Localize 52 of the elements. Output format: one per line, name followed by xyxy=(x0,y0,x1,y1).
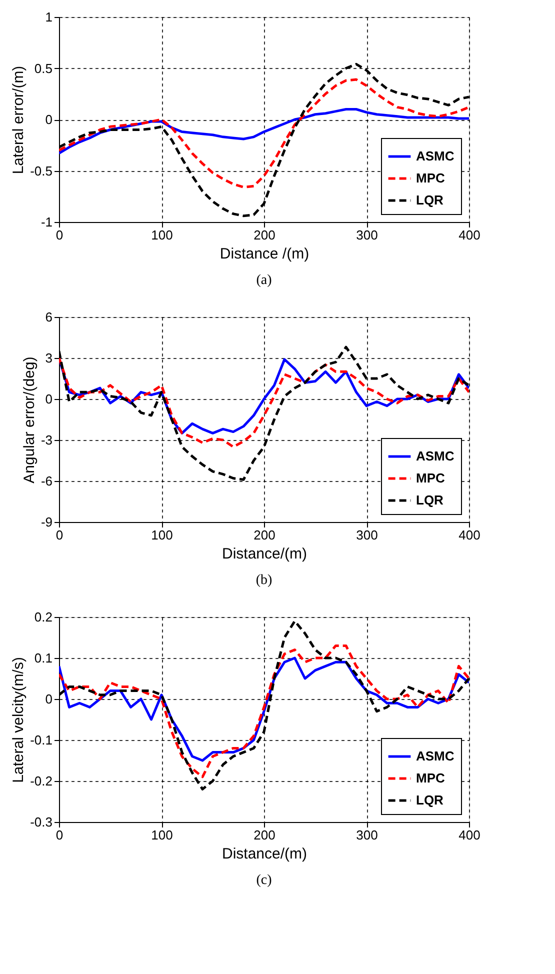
y-tick-label: -0.3 xyxy=(30,814,52,830)
legend-label: MPC xyxy=(416,470,446,486)
y-tick-label: 0.1 xyxy=(34,650,52,666)
y-tick-label: -9 xyxy=(40,514,52,530)
x-tick-label: 400 xyxy=(458,228,480,242)
x-tick-label: 0 xyxy=(56,828,64,842)
x-tick-label: 400 xyxy=(458,528,480,542)
y-tick-label: -1 xyxy=(40,214,52,230)
y-tick-label: 0 xyxy=(45,392,52,406)
text: (a) xyxy=(256,273,272,288)
y-tick-label: 1 xyxy=(45,10,52,24)
y-tick-label: -6 xyxy=(40,474,52,488)
x-axis-title: Distance /(m) xyxy=(220,246,310,262)
x-tick-label: 100 xyxy=(151,828,173,842)
x-tick-label: 0 xyxy=(56,228,64,242)
legend-label: ASMC xyxy=(416,148,455,164)
text: (b) xyxy=(256,573,272,588)
x-axis-title: Distance/(m) xyxy=(222,846,308,862)
x-tick-label: 100 xyxy=(151,528,173,542)
x-tick-label: 300 xyxy=(356,528,378,542)
y-tick-label: 0.5 xyxy=(34,60,52,76)
y-tick-label: -0.2 xyxy=(30,774,52,788)
x-tick-label: 300 xyxy=(356,828,378,842)
x-axis-title: Distance/(m) xyxy=(222,546,308,562)
line-series xyxy=(59,356,469,448)
legend-label: MPC xyxy=(416,770,446,786)
legend-label: LQR xyxy=(416,792,444,808)
line-series xyxy=(59,78,469,188)
y-tick-label: -0.1 xyxy=(30,732,52,748)
x-tick-label: 200 xyxy=(254,528,276,542)
x-tick-label: 200 xyxy=(254,828,276,842)
legend-label: MPC xyxy=(416,170,446,186)
y-axis-title: Lateral error/(m) xyxy=(10,66,28,174)
legend-label: ASMC xyxy=(416,748,455,764)
x-tick-label: 100 xyxy=(151,228,173,242)
x-tick-label: 300 xyxy=(356,228,378,242)
legend-label: LQR xyxy=(416,492,444,508)
y-axis-title: Angular error/(deg) xyxy=(20,356,38,484)
y-axis-title: Lateral velcity(m/s) xyxy=(10,657,28,783)
text: (c) xyxy=(256,873,272,888)
x-tick-label: 0 xyxy=(56,528,64,542)
y-tick-label: 3 xyxy=(45,350,52,366)
x-tick-label: 200 xyxy=(254,228,276,242)
y-tick-label: 0 xyxy=(45,692,52,706)
y-tick-label: -3 xyxy=(40,432,52,448)
x-tick-label: 400 xyxy=(458,828,480,842)
legend-label: LQR xyxy=(416,192,444,208)
y-tick-label: 6 xyxy=(45,310,52,324)
y-tick-label: -0.5 xyxy=(30,163,52,178)
y-tick-label: 0.2 xyxy=(34,610,52,624)
y-tick-label: 0 xyxy=(45,112,52,127)
legend-label: ASMC xyxy=(416,448,455,464)
